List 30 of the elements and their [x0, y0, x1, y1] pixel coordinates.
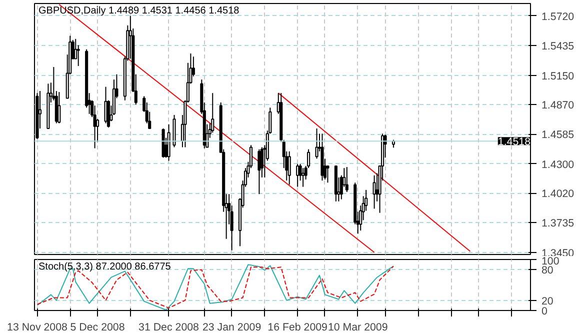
candlestick: [302, 168, 305, 188]
y-tick-label: 1.4300: [542, 158, 574, 171]
candlestick: [372, 174, 376, 210]
candlestick: [104, 86, 108, 124]
y-tick-label: 80: [542, 264, 554, 277]
candlestick: [296, 163, 300, 188]
y-tick-label: 1.5150: [542, 70, 574, 82]
x-tick-label: 23 Jan 2009: [202, 322, 262, 334]
y-tick-label: 1.3735: [542, 218, 574, 230]
candlestick: [76, 44, 80, 66]
y-tick-label: 1.4585: [542, 129, 574, 142]
y-tick-label: 1.4870: [542, 100, 574, 112]
y-tick-label: 1.5435: [542, 40, 574, 53]
candlestick: [258, 148, 261, 195]
x-tick-label: 10 Mar 2009: [328, 322, 388, 334]
chart-title: Stoch(5,3,3) 87.2000 86.6775: [38, 262, 172, 272]
candlestick: [167, 124, 170, 162]
candlestick: [315, 128, 318, 160]
x-tick-label: 16 Feb 2009: [268, 322, 328, 334]
candlestick: [58, 92, 61, 124]
y-tick-label: 100: [542, 256, 560, 268]
y-tick-label: 0: [542, 306, 548, 318]
x-tick-label: 5 Dec 2008: [70, 322, 125, 334]
x-tick-label: 31 Dec 2008: [138, 322, 200, 334]
y-tick-label: 1.5720: [542, 11, 574, 23]
candlestick: [345, 166, 348, 193]
candlestick: [288, 150, 291, 186]
y-tick-label: 1.4020: [542, 188, 574, 200]
x-tick-label: 13 Nov 2008: [7, 322, 68, 334]
y-tick-label: 20: [542, 295, 554, 308]
